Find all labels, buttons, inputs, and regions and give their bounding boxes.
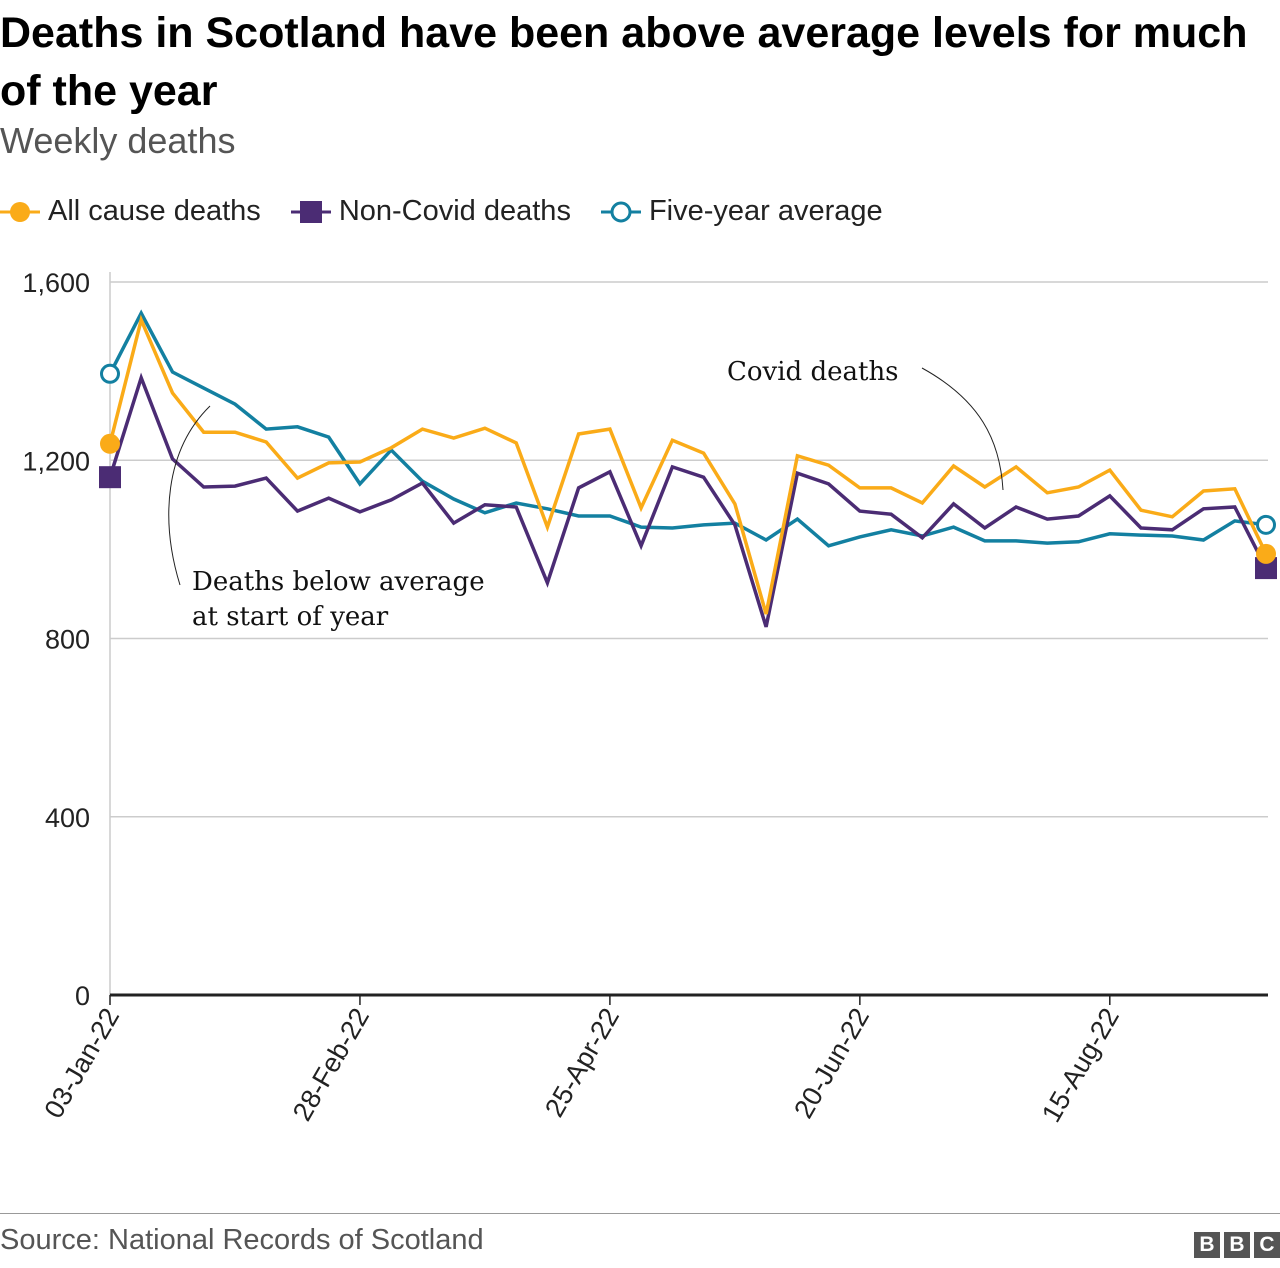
x-tick-label: 20-Jun-22 <box>788 1003 875 1123</box>
chart-subtitle: Weekly deaths <box>0 120 236 161</box>
annotation-covid: Covid deaths <box>727 357 899 387</box>
y-tick-label: 0 <box>75 981 90 1011</box>
data-point-marker <box>100 363 120 384</box>
x-tick-label: 28-Feb-22 <box>287 1003 375 1126</box>
legend-circle-icon <box>0 201 40 222</box>
series-line-non-covid-deaths <box>108 372 1268 628</box>
x-tick-label: 15-Aug-22 <box>1036 1003 1125 1127</box>
legend-item-all-cause: All cause deaths <box>0 195 261 228</box>
legend-open-circle-icon <box>600 201 641 222</box>
series-line-all-cause-deaths <box>108 314 1268 615</box>
footer-divider <box>0 1213 1280 1214</box>
legend-item-non-covid: Non-Covid deaths <box>290 195 571 228</box>
x-tick-label: 25-Apr-22 <box>539 1003 625 1122</box>
annotation-below-average-line2: at start of year <box>192 602 389 632</box>
y-tick-label: 800 <box>45 625 90 655</box>
legend: All cause deaths Non-Covid deaths Five-y… <box>0 195 913 228</box>
y-tick-label: 1,200 <box>22 446 90 476</box>
legend-square-icon <box>290 200 331 223</box>
y-tick-label: 1,600 <box>22 268 90 298</box>
source-note: Source: National Records of Scotland <box>0 1224 484 1256</box>
legend-label: Five-year average <box>648 195 883 227</box>
data-point-marker <box>100 433 120 454</box>
legend-label: Non-Covid deaths <box>338 195 571 227</box>
data-point-marker <box>1256 543 1276 564</box>
annotation-leader-covid <box>921 367 1004 491</box>
data-point-marker <box>1255 557 1277 580</box>
x-tick-label: 03-Jan-22 <box>38 1003 125 1123</box>
data-point-marker <box>99 466 121 489</box>
legend-label: All cause deaths <box>48 195 261 227</box>
annotation-leader-below-average <box>168 405 211 586</box>
series-line-five-year-average <box>108 309 1267 548</box>
data-point-marker <box>1256 514 1276 535</box>
y-tick-label: 400 <box>45 803 90 833</box>
annotation-below-average-line1: Deaths below average <box>192 567 485 597</box>
chart-title: Deaths in Scotland have been above avera… <box>0 9 1248 115</box>
legend-item-five-year: Five-year average <box>600 195 883 228</box>
